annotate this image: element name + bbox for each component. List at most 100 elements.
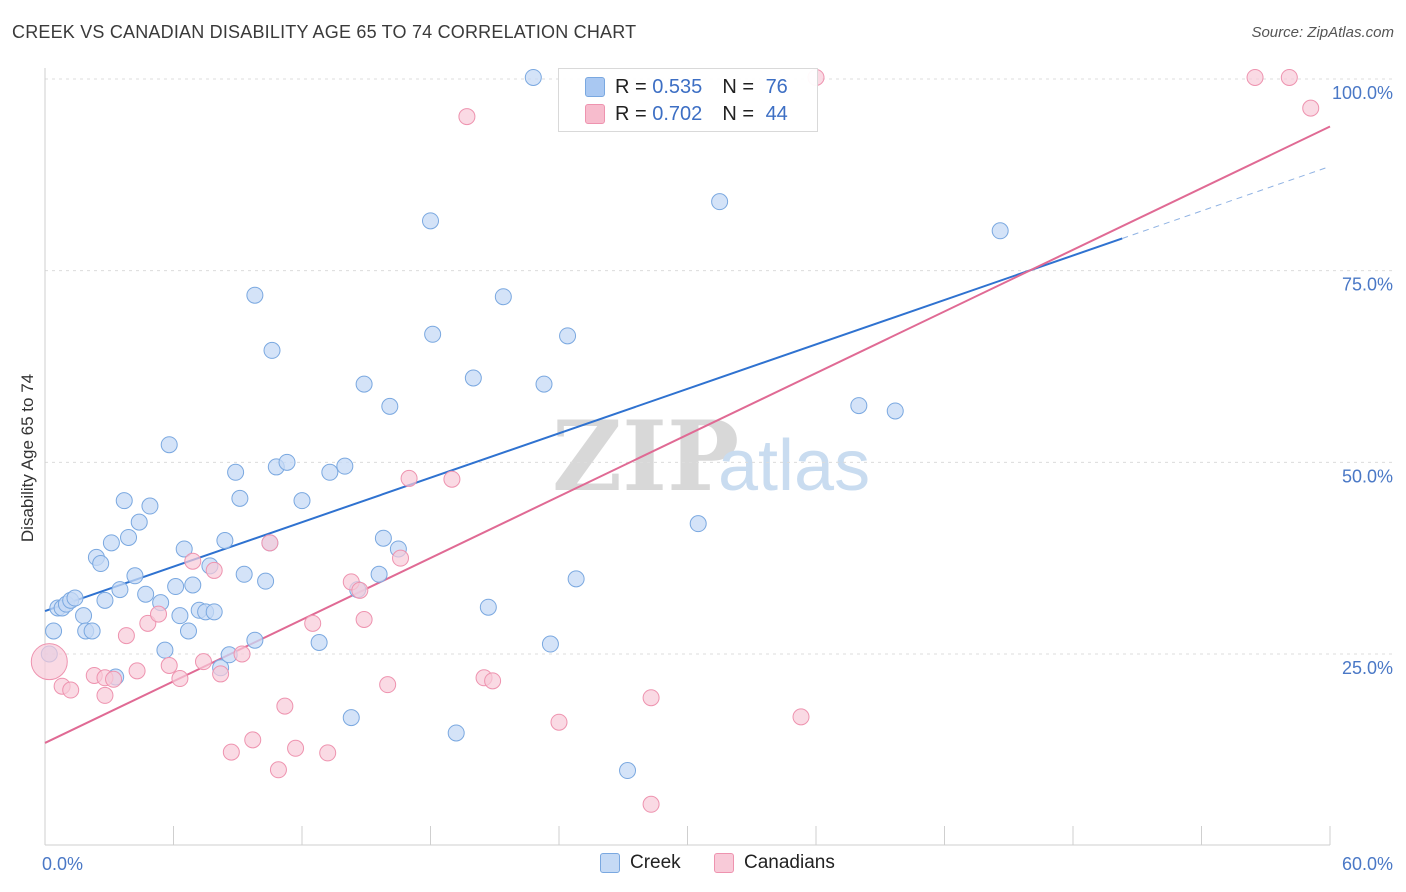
creek-point	[126, 567, 144, 585]
legend-row-creek: R = 0.535 N = 76	[585, 74, 788, 100]
x-tick-label: 60.0%	[1342, 854, 1393, 874]
y-tick-labels: 25.0% 50.0% 75.0% 100.0%	[1332, 83, 1393, 678]
canadians-point	[261, 534, 279, 552]
creek-points	[40, 68, 1009, 780]
creek-point	[175, 540, 193, 558]
canadians-point	[128, 662, 146, 680]
creek-point	[850, 397, 868, 415]
creek-point	[231, 489, 249, 507]
watermark-zip: ZIP	[552, 400, 739, 513]
creek-point	[263, 341, 281, 359]
canadians-point	[351, 581, 369, 599]
canadians-point	[287, 739, 305, 757]
creek-point	[246, 286, 264, 304]
creek-point	[886, 402, 904, 420]
creek-point	[535, 375, 553, 393]
creek-point	[524, 68, 542, 86]
canadians-point	[96, 686, 114, 704]
creek-point	[355, 375, 373, 393]
canadians-point	[792, 708, 810, 726]
creek-point	[991, 222, 1009, 240]
creek-point	[96, 591, 114, 609]
canadians-point	[194, 653, 212, 671]
canadians-point	[269, 761, 287, 779]
creek-point	[711, 193, 729, 211]
creek-point	[216, 532, 234, 550]
legend-n-value: 76	[765, 75, 788, 98]
legend-r-value: 0.702	[652, 102, 703, 125]
canadians-points	[30, 68, 1320, 813]
chart-title: CREEK VS CANADIAN DISABILITY AGE 65 TO 7…	[12, 22, 637, 42]
creek-point	[227, 463, 245, 481]
bottom-legend-creek[interactable]: Creek	[600, 852, 681, 874]
creek-point	[689, 515, 707, 533]
canadians-point	[117, 627, 135, 645]
canadians-point	[642, 795, 660, 813]
creek-point	[92, 555, 110, 573]
legend-row-canadians: R = 0.702 N = 44	[585, 101, 788, 127]
creek-point	[310, 634, 328, 651]
x-tick-labels: 0.0% 60.0%	[42, 854, 1393, 874]
creek-point	[66, 589, 84, 607]
canadians-point	[233, 645, 251, 663]
creek-point	[494, 288, 512, 306]
canadians-point	[205, 561, 223, 579]
creek-point	[374, 529, 392, 547]
creek-point	[619, 762, 637, 780]
creek-point	[293, 492, 311, 510]
legend-r-label: R =	[615, 75, 647, 98]
canadians-point	[62, 681, 80, 699]
creek-point	[160, 436, 178, 454]
creek-trend-line	[44, 237, 1123, 613]
creek-point	[235, 565, 253, 583]
bottom-legend: Creek Canadians	[0, 852, 1406, 878]
creek-point	[342, 709, 360, 727]
creek-point	[257, 572, 275, 590]
creek-point	[179, 622, 197, 640]
legend: R = 0.535 N = 76 R = 0.702 N = 44	[558, 68, 818, 132]
canadians-point	[443, 470, 461, 488]
creek-swatch	[600, 853, 620, 873]
legend-n-label: N =	[722, 75, 754, 98]
canadians-point	[304, 614, 322, 632]
creek-point	[381, 397, 399, 415]
creek-point	[464, 369, 482, 387]
creek-point	[321, 463, 339, 481]
canadians-point	[244, 731, 262, 749]
creek-legend-label: Creek	[630, 852, 681, 873]
x-tick-label: 0.0%	[42, 854, 83, 874]
creek-point	[278, 453, 296, 471]
creek-point	[102, 534, 120, 552]
creek-point	[111, 581, 129, 599]
canadians-point	[1246, 68, 1264, 86]
creek-point	[336, 457, 354, 475]
canadians-point	[1302, 99, 1320, 117]
creek-point	[559, 327, 577, 345]
legend-n-label: N =	[722, 102, 754, 125]
y-tick-label: 100.0%	[1332, 83, 1393, 103]
bottom-legend-canadians[interactable]: Canadians	[714, 852, 835, 874]
creek-point	[137, 585, 155, 603]
creek-point	[115, 492, 133, 510]
watermark: ZIP atlas	[552, 400, 870, 513]
creek-point	[130, 513, 148, 531]
canadians-point	[392, 549, 410, 567]
canadians-point	[550, 713, 568, 731]
legend-swatch-canadians	[585, 104, 605, 124]
canadians-point	[458, 108, 476, 126]
legend-swatch-creek	[585, 77, 605, 97]
canadians-point	[222, 743, 240, 761]
creek-point	[567, 570, 585, 588]
creek-point	[479, 598, 497, 616]
creek-point	[422, 212, 439, 230]
creek-point	[156, 641, 174, 659]
creek-point	[370, 565, 388, 583]
canadians-point	[171, 670, 189, 688]
canadians-point	[319, 744, 337, 762]
creek-point	[120, 528, 138, 546]
canadians-point	[642, 689, 660, 707]
y-tick-label: 25.0%	[1342, 658, 1393, 678]
canadians-point	[150, 605, 168, 623]
canadians-point	[484, 672, 502, 690]
